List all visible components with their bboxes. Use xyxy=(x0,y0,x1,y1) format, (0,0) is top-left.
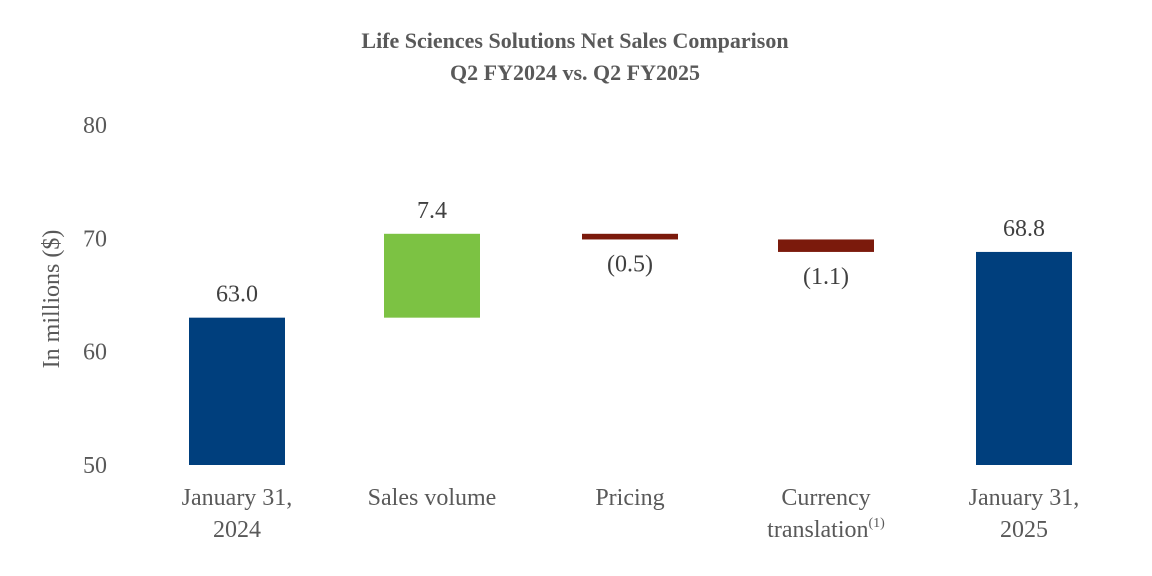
category-label: Currency translation(1) xyxy=(767,485,885,543)
category-label-line: Pricing xyxy=(595,485,664,511)
data-labels-group: 63.0 7.4 (0.5) (1.1) 68.8 xyxy=(216,198,1045,308)
category-label-line: translation(1) xyxy=(767,516,885,543)
y-axis-label: In millions ($) xyxy=(39,230,65,369)
category-label-line: January 31, xyxy=(182,485,293,511)
category-label-line: Sales volume xyxy=(368,485,497,511)
y-tick-label: 80 xyxy=(83,113,107,139)
data-label: 68.8 xyxy=(1003,216,1045,242)
y-tick-label: 60 xyxy=(83,340,107,366)
y-tick-label: 50 xyxy=(83,453,107,479)
x-axis-labels: January 31, 2024 Sales volume Pricing Curren… xyxy=(182,485,1080,543)
category-label: Sales volume xyxy=(368,485,497,511)
category-label-line: 2024 xyxy=(213,517,261,543)
bar-total xyxy=(189,317,285,465)
chart-title: Life Sciences Solutions Net Sales Compar… xyxy=(361,28,788,53)
data-label: 7.4 xyxy=(417,198,447,224)
bar-decrease xyxy=(582,233,678,240)
category-label-line: 2025 xyxy=(1000,517,1048,543)
y-axis-ticks: 50 60 70 80 xyxy=(83,113,107,479)
data-label: (0.5) xyxy=(607,251,653,277)
y-tick-label: 70 xyxy=(83,226,107,252)
category-label-line: January 31, xyxy=(969,485,1080,511)
data-label: (1.1) xyxy=(803,264,849,290)
footnote-marker: (1) xyxy=(868,516,885,531)
bar-increase xyxy=(384,233,480,318)
bar-decrease xyxy=(778,239,874,252)
bar-total xyxy=(976,251,1072,465)
chart-subtitle: Q2 FY2024 vs. Q2 FY2025 xyxy=(450,60,700,85)
category-label: January 31, 2024 xyxy=(182,485,293,543)
category-label: January 31, 2025 xyxy=(969,485,1080,543)
bars-group xyxy=(189,233,1072,465)
data-label: 63.0 xyxy=(216,282,258,308)
category-label: Pricing xyxy=(595,485,664,511)
category-label-line: Currency xyxy=(781,485,870,511)
